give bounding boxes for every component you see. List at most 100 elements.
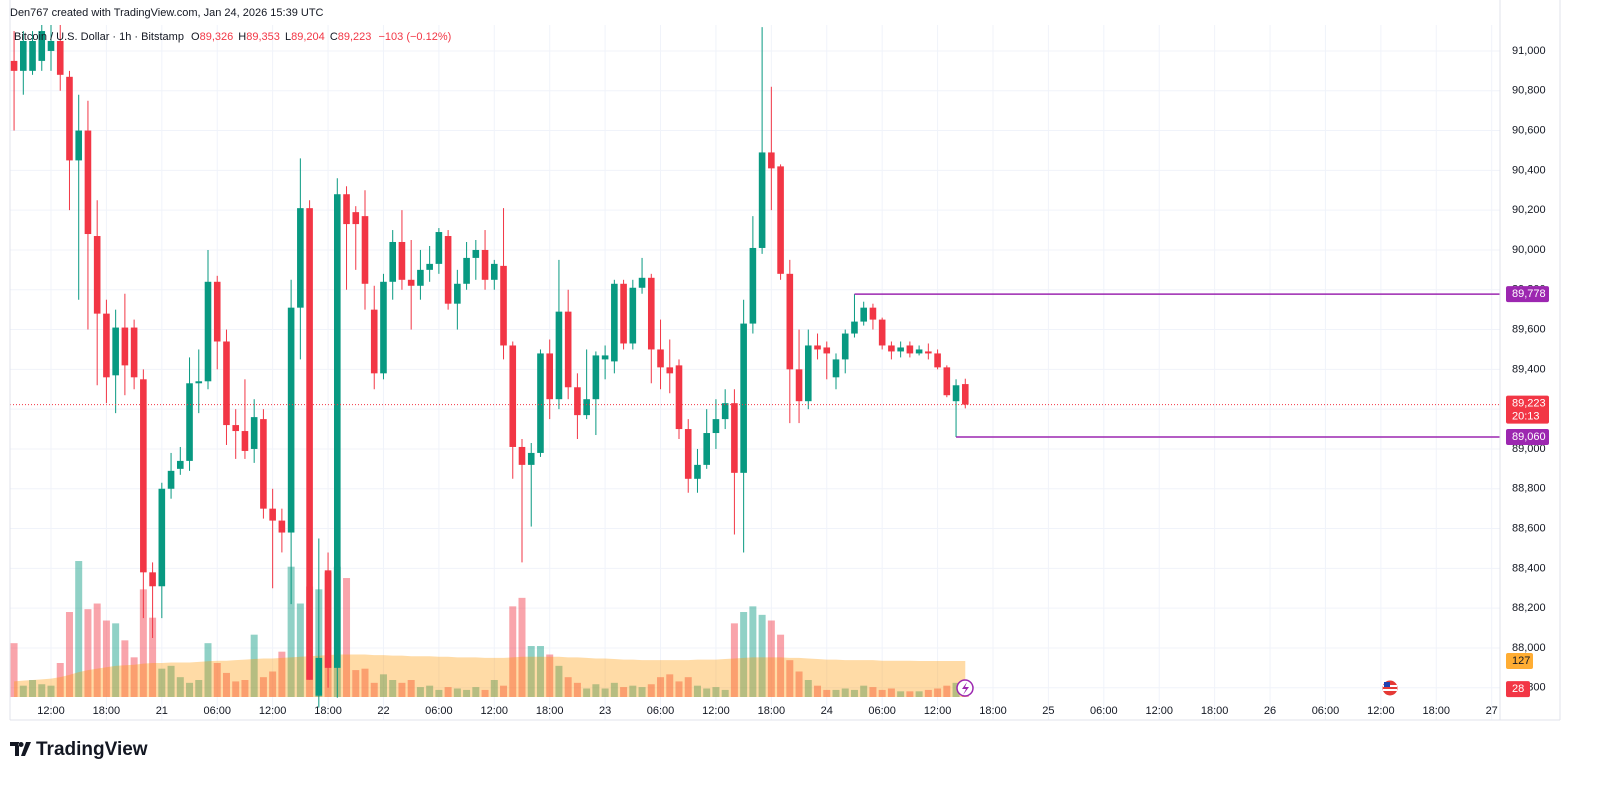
candle-body [786, 273, 794, 370]
volume-bar [592, 684, 600, 697]
ma-badge [1506, 653, 1533, 670]
volume-bar [740, 612, 748, 697]
candle-body [583, 399, 590, 416]
volume-bar [47, 685, 55, 697]
volume-bar [195, 680, 203, 697]
candle-body [555, 311, 563, 400]
ohlc-key: L [285, 31, 291, 43]
volume-bar [850, 689, 858, 697]
candle-body [426, 263, 433, 270]
candle-body [472, 249, 480, 258]
x-tick-label: 06:00 [868, 705, 896, 717]
candle-body [629, 287, 637, 344]
candle-body [712, 419, 720, 434]
candle-body [103, 313, 110, 378]
volume-bar [278, 651, 286, 697]
candle-body [306, 208, 313, 680]
volume-bar [832, 689, 840, 697]
y-tick-label: 88,000 [1512, 642, 1546, 654]
header-bg [0, 0, 1600, 25]
volume-ma-area [14, 654, 966, 697]
volume-bar [158, 668, 166, 697]
x-tick-label: 12:00 [481, 705, 509, 717]
candle-body [490, 263, 498, 280]
y-tick-label: 90,000 [1512, 244, 1546, 256]
x-tick-label: 18:00 [536, 705, 564, 717]
volume-bar [629, 685, 637, 697]
volume-bar [721, 689, 729, 697]
candle-body [417, 269, 424, 286]
candle-body [149, 572, 156, 587]
candle-body [297, 208, 304, 308]
candle-body [269, 508, 276, 521]
volume-bar [897, 691, 905, 697]
candle-body [943, 367, 951, 396]
y-tick-label: 89,400 [1512, 363, 1546, 375]
candle-body [287, 307, 295, 533]
candle-body [250, 417, 258, 449]
x-tick-label: 06:00 [425, 705, 453, 717]
candle-body [47, 40, 55, 51]
volume-bar [121, 640, 129, 697]
volume-bar [666, 674, 674, 697]
candle-body [186, 383, 193, 461]
candle-body [934, 353, 941, 368]
candle-body [56, 40, 64, 75]
credit: Den767 created with TradingView.com, Jan… [10, 7, 324, 19]
candle-body [684, 429, 692, 479]
volume-bar [536, 646, 544, 697]
candle-body [130, 327, 138, 378]
volume-bar [758, 614, 766, 697]
candle-body [574, 387, 581, 416]
volume-bar [712, 687, 720, 697]
volume-bar [176, 677, 184, 697]
candle-body [380, 281, 387, 374]
x-tick-label: 18:00 [1201, 705, 1229, 717]
candle-body [75, 130, 83, 161]
x-tick-label: 12:00 [702, 705, 730, 717]
candle-body [444, 236, 452, 304]
candle-body [398, 241, 406, 280]
volume-bar [241, 680, 249, 697]
candle-body [564, 311, 572, 388]
x-tick-label: 25 [1042, 705, 1054, 717]
candle-body [878, 319, 886, 346]
y-tick-label: 89,000 [1512, 443, 1546, 455]
candle-body [703, 433, 711, 465]
volume-bar [915, 691, 923, 697]
legend: Bitcoin / U.S. Dollar · 1h · Bitstamp O8… [14, 31, 451, 43]
candle-body [740, 323, 747, 473]
volume-bar [860, 685, 868, 697]
candle-body [361, 216, 369, 284]
candle-body [38, 31, 46, 61]
volume-bar [472, 687, 480, 697]
x-tick-label: 21 [156, 705, 168, 717]
volume-bar [389, 680, 397, 697]
volume-bar [583, 688, 591, 697]
volume-bar [786, 660, 794, 697]
level-badge [1506, 286, 1549, 303]
volume-bar [564, 677, 572, 697]
volume-bar [398, 682, 406, 697]
candle-body [66, 76, 73, 161]
volume-bar [296, 603, 304, 697]
volume-bar [601, 688, 609, 697]
candle-body [176, 460, 184, 469]
volume-bar [777, 634, 785, 697]
volume-bar [804, 680, 812, 697]
flag-stripe [1383, 689, 1397, 691]
logo-mark [10, 742, 31, 756]
volume-bar [38, 684, 46, 697]
volume-bar [379, 674, 387, 697]
ohlc-value: 89,204 [291, 31, 325, 43]
volume-bar [906, 691, 914, 697]
x-tick-label: 18:00 [314, 705, 342, 717]
icons [956, 679, 1399, 697]
last-price-label: 89,223 [1512, 397, 1546, 409]
candle-body [906, 345, 914, 354]
candle-body [435, 232, 443, 264]
ohlc-key: H [238, 31, 246, 43]
volume-bar [149, 617, 157, 697]
volume-bar [638, 687, 646, 697]
